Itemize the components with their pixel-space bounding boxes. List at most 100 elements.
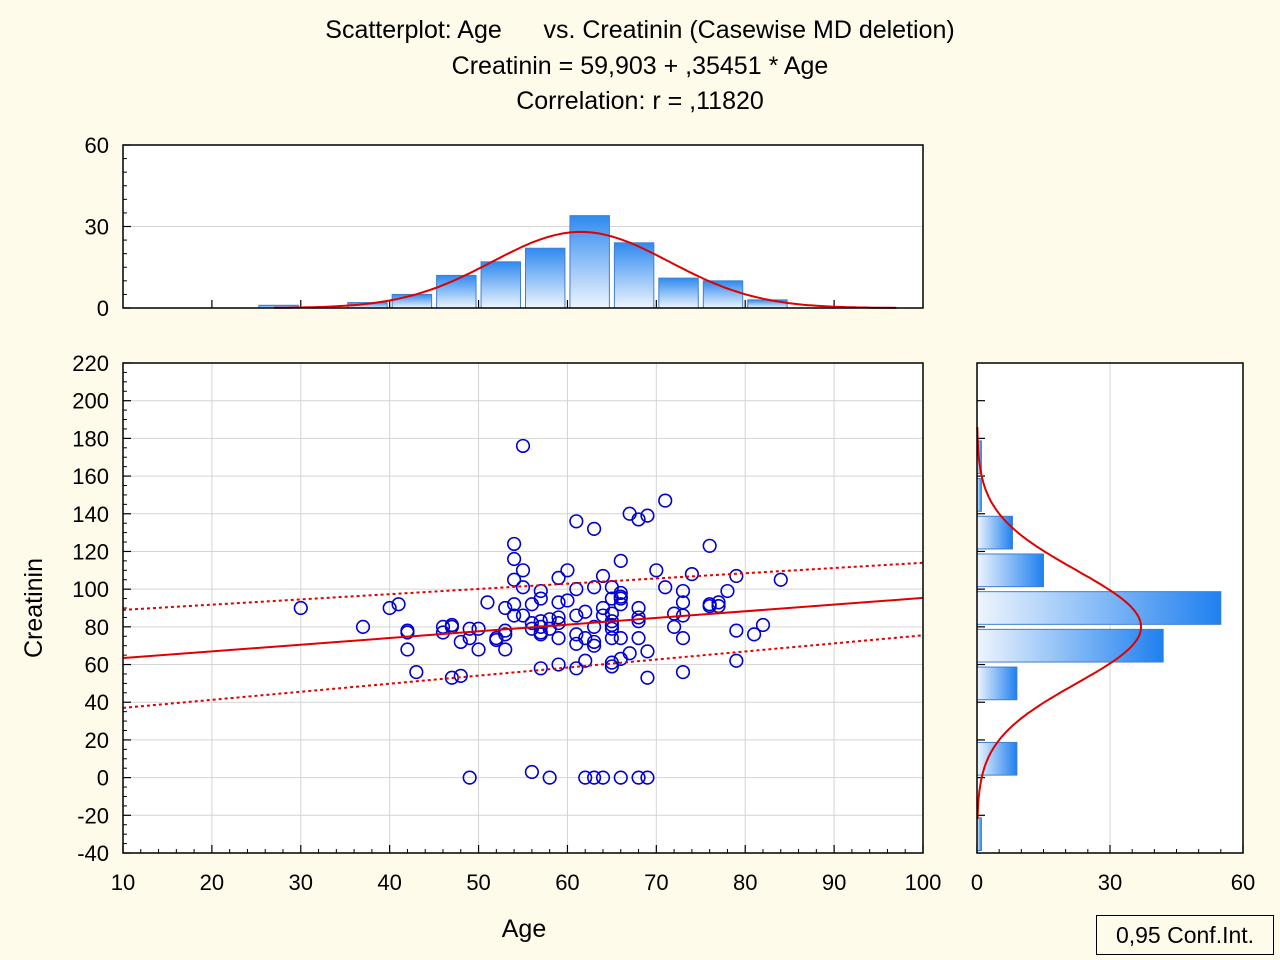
data-point <box>569 582 584 597</box>
y-tick-label: -20 <box>77 803 109 828</box>
data-point <box>675 631 691 646</box>
data-point <box>533 583 548 599</box>
data-point <box>613 597 628 612</box>
data-point <box>640 644 655 659</box>
data-point <box>524 764 539 780</box>
y-tick-label: 160 <box>72 464 109 489</box>
x-tick-label: 60 <box>555 870 579 895</box>
y-tick-label: 60 <box>85 133 109 158</box>
data-point <box>631 512 646 527</box>
x-tick-label: 20 <box>200 870 224 895</box>
data-point <box>507 536 522 552</box>
histogram-bar <box>976 628 1164 663</box>
data-point <box>551 615 566 631</box>
y-tick-label: 180 <box>72 426 109 451</box>
data-point <box>587 638 602 653</box>
data-point <box>400 625 415 640</box>
histogram-bar <box>976 515 1013 550</box>
data-point <box>515 563 531 578</box>
data-point <box>640 770 655 785</box>
data-point <box>515 438 531 454</box>
lower-confidence-line <box>122 634 924 709</box>
data-point <box>551 631 566 646</box>
x-tick-label: 30 <box>1098 870 1122 895</box>
plot-background <box>123 363 923 853</box>
creatinin-histogram: 0 30 60 <box>971 362 1255 895</box>
y-tick-label: 0 <box>97 296 109 321</box>
data-point <box>675 664 691 680</box>
data-point <box>613 585 628 601</box>
histogram-bar <box>480 261 521 309</box>
data-point <box>560 563 575 578</box>
data-point <box>578 653 593 668</box>
histogram-frame <box>122 144 924 309</box>
x-tick-label: 80 <box>733 870 757 895</box>
data-point <box>462 770 477 785</box>
data-point <box>667 619 682 634</box>
y-tick-label: 60 <box>85 653 109 678</box>
y-tick-label: 140 <box>72 502 109 527</box>
histogram-bar <box>569 215 610 309</box>
normal-fit-curve <box>274 230 897 309</box>
data-point <box>587 619 602 634</box>
data-point <box>533 591 548 606</box>
regression-line <box>122 596 924 660</box>
upper-confidence-line <box>122 561 924 611</box>
data-point <box>595 770 611 785</box>
data-point <box>658 580 673 595</box>
data-point <box>755 617 771 633</box>
y-tick-label: 30 <box>85 215 109 240</box>
data-point <box>471 642 486 657</box>
data-point <box>640 670 655 685</box>
histogram-bar <box>613 242 655 309</box>
data-point <box>355 619 371 634</box>
data-point <box>773 572 788 587</box>
data-point <box>409 664 424 680</box>
y-tick-label: 0 <box>97 766 109 791</box>
data-point <box>631 770 646 785</box>
data-point <box>471 621 486 636</box>
x-tick-label: 60 <box>1231 870 1255 895</box>
data-point <box>400 642 415 657</box>
x-tick-label: 10 <box>111 870 135 895</box>
correlation-text: Correlation: r = ,11820 <box>516 87 764 115</box>
data-point <box>578 770 593 785</box>
data-point <box>551 570 566 585</box>
data-point <box>560 593 575 608</box>
data-point <box>747 627 762 642</box>
x-tick-label: 90 <box>822 870 846 895</box>
data-point <box>649 563 664 578</box>
data-point <box>480 595 495 610</box>
data-point <box>391 597 406 612</box>
regression-equation: Creatinin = 59,903 + ,35451 * Age <box>451 52 829 80</box>
data-point <box>498 627 513 642</box>
scatter-plot-area: 10 20 30 40 50 60 70 80 90 100 -40 -20 0 20 40 60 80 100 1… <box>72 351 941 895</box>
data-point <box>569 627 584 642</box>
data-point <box>702 599 717 614</box>
data-point <box>293 600 308 616</box>
y-tick-label: 220 <box>72 351 109 376</box>
data-point <box>613 591 628 606</box>
data-point <box>587 634 602 650</box>
data-point <box>542 770 557 785</box>
histogram-bar <box>702 280 744 309</box>
data-point <box>729 623 744 638</box>
x-axis-label: Age <box>502 915 546 943</box>
data-point <box>382 600 397 616</box>
data-point <box>613 631 628 646</box>
data-point <box>515 580 531 595</box>
data-point <box>604 659 619 674</box>
data-point <box>524 615 539 631</box>
histogram-frame <box>976 362 1244 854</box>
x-tick-label: 30 <box>289 870 313 895</box>
y-tick-label: 120 <box>72 539 109 564</box>
data-point <box>551 610 566 625</box>
data-point <box>702 538 717 553</box>
data-point <box>729 653 744 668</box>
histogram-bar <box>976 553 1044 588</box>
data-point <box>658 493 673 508</box>
data-point <box>604 655 619 670</box>
y-tick-label: 200 <box>72 389 109 414</box>
data-point <box>533 661 548 676</box>
